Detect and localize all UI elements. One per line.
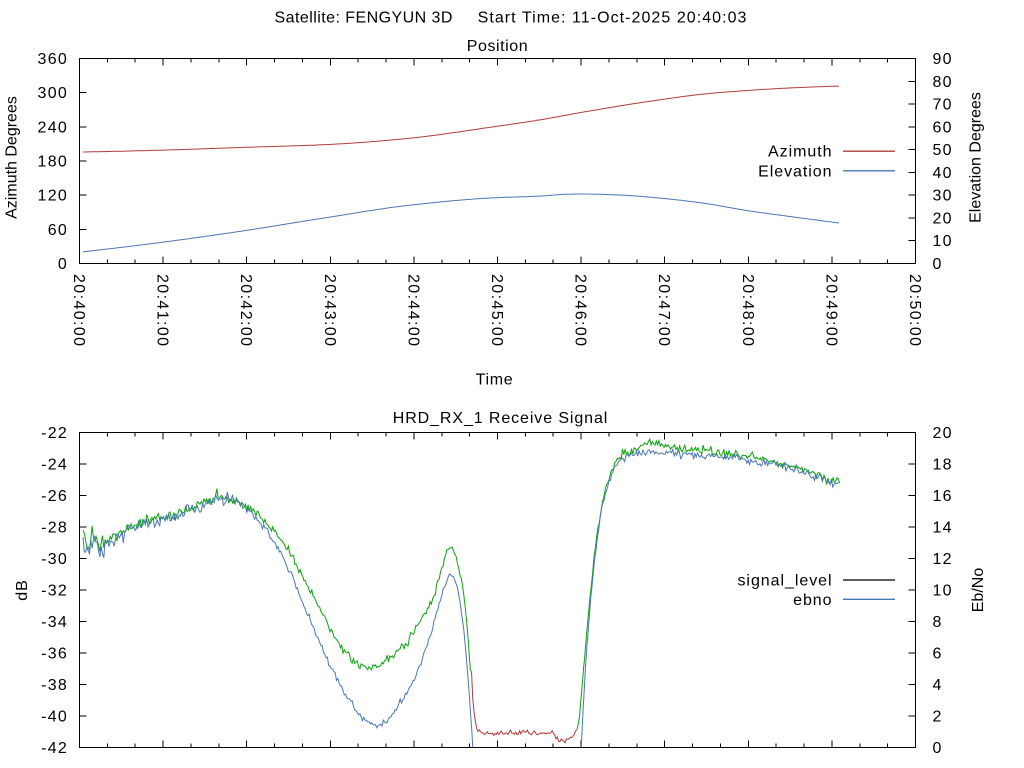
svg-text:30: 30 <box>933 188 953 205</box>
svg-text:20:47:00: 20:47:00 <box>655 274 672 347</box>
svg-text:-30: -30 <box>41 551 68 568</box>
svg-text:180: 180 <box>38 154 68 171</box>
svg-text:240: 240 <box>38 119 68 136</box>
svg-text:80: 80 <box>933 74 953 91</box>
svg-text:20:50:00: 20:50:00 <box>906 274 923 347</box>
svg-text:-36: -36 <box>41 646 68 663</box>
svg-text:20:45:00: 20:45:00 <box>488 274 505 347</box>
svg-text:Azimuth Degrees: Azimuth Degrees <box>4 96 21 219</box>
svg-text:120: 120 <box>38 188 68 205</box>
svg-text:20:43:00: 20:43:00 <box>321 274 338 347</box>
svg-text:-28: -28 <box>41 520 68 537</box>
svg-text:20: 20 <box>933 425 953 442</box>
svg-text:60: 60 <box>933 119 953 136</box>
svg-text:6: 6 <box>933 646 943 663</box>
svg-text:Position: Position <box>467 38 528 55</box>
svg-text:Time: Time <box>476 372 514 389</box>
svg-text:-38: -38 <box>41 677 68 694</box>
svg-text:20:49:00: 20:49:00 <box>822 274 839 347</box>
svg-text:-32: -32 <box>41 583 68 600</box>
svg-text:20:40:00: 20:40:00 <box>70 274 87 347</box>
svg-text:Start Time: 11-Oct-2025 20:40:: Start Time: 11-Oct-2025 20:40:03 <box>478 10 748 27</box>
svg-text:-22: -22 <box>41 425 68 442</box>
svg-text:10: 10 <box>933 233 953 250</box>
svg-text:Elevation Degrees: Elevation Degrees <box>968 92 985 223</box>
svg-text:2: 2 <box>933 709 943 726</box>
svg-text:20:41:00: 20:41:00 <box>154 274 171 347</box>
svg-text:-26: -26 <box>41 488 68 505</box>
svg-text:8: 8 <box>933 614 943 631</box>
svg-text:18: 18 <box>933 457 953 474</box>
svg-text:0: 0 <box>933 740 943 757</box>
svg-text:70: 70 <box>933 97 953 114</box>
svg-text:Eb/No: Eb/No <box>970 568 987 613</box>
svg-text:dB: dB <box>14 579 31 600</box>
svg-text:10: 10 <box>933 583 953 600</box>
svg-text:-40: -40 <box>41 709 68 726</box>
svg-text:20:46:00: 20:46:00 <box>572 274 589 347</box>
svg-text:0: 0 <box>58 256 68 273</box>
svg-text:ebno: ebno <box>793 592 832 609</box>
svg-text:-24: -24 <box>41 457 68 474</box>
svg-text:60: 60 <box>48 222 68 239</box>
svg-text:300: 300 <box>38 85 68 102</box>
svg-text:0: 0 <box>933 256 943 273</box>
svg-text:20:48:00: 20:48:00 <box>739 274 756 347</box>
svg-text:-34: -34 <box>41 614 68 631</box>
svg-text:20:42:00: 20:42:00 <box>237 274 254 347</box>
svg-text:Satellite: FENGYUN 3D: Satellite: FENGYUN 3D <box>275 10 453 27</box>
svg-text:14: 14 <box>933 520 953 537</box>
svg-text:Azimuth: Azimuth <box>768 144 832 161</box>
svg-text:HRD_RX_1 Receive Signal: HRD_RX_1 Receive Signal <box>393 410 608 427</box>
svg-text:signal_level: signal_level <box>737 573 832 590</box>
svg-text:Elevation: Elevation <box>758 163 832 180</box>
svg-text:40: 40 <box>933 165 953 182</box>
svg-text:50: 50 <box>933 142 953 159</box>
svg-text:12: 12 <box>933 551 953 568</box>
svg-text:90: 90 <box>933 51 953 68</box>
svg-text:360: 360 <box>38 51 68 68</box>
svg-text:4: 4 <box>933 677 943 694</box>
svg-text:20:44:00: 20:44:00 <box>404 274 421 347</box>
svg-text:-42: -42 <box>41 740 68 757</box>
svg-text:20: 20 <box>933 210 953 227</box>
svg-text:16: 16 <box>933 488 953 505</box>
